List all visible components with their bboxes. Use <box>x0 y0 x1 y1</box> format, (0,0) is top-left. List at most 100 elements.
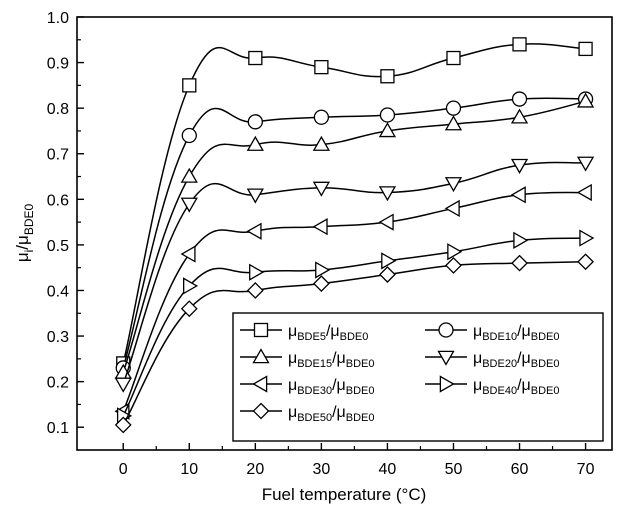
data-point <box>312 135 331 151</box>
series-line <box>122 191 586 412</box>
data-point <box>248 50 263 66</box>
data-point <box>246 222 262 240</box>
legend-box <box>232 312 604 442</box>
legend-item-bde10: μBDE10/μBDE0 <box>425 322 560 343</box>
data-point <box>444 199 460 218</box>
data-point <box>577 253 594 271</box>
data-point <box>578 41 593 57</box>
x-tick-label: 60 <box>511 461 529 478</box>
data-point <box>378 186 397 202</box>
data-point <box>182 78 197 93</box>
y-tick-label: 0.5 <box>47 238 69 255</box>
data-point <box>253 322 269 338</box>
y-tick-label: 0.3 <box>47 329 69 346</box>
legend-label: μBDE30/μBDE0 <box>288 377 375 397</box>
data-point <box>378 213 394 231</box>
data-point <box>315 261 331 279</box>
y-tick-label: 1.0 <box>47 10 69 27</box>
data-point <box>180 197 198 213</box>
legend-label: μBDE50/μBDE0 <box>288 404 375 424</box>
legend-label: μBDE5/μBDE0 <box>288 323 368 343</box>
data-point <box>312 275 330 293</box>
data-point <box>511 91 528 107</box>
data-point <box>444 115 463 131</box>
data-point <box>114 377 132 393</box>
data-point <box>445 256 462 274</box>
series-bde50 <box>114 253 594 434</box>
data-point <box>380 69 395 84</box>
x-tick-label: 70 <box>577 461 595 478</box>
data-point <box>379 266 396 283</box>
x-tick-label: 0 <box>119 461 128 478</box>
data-point <box>249 263 265 281</box>
y-axis: 0.1 0.2 0.3 0.4 0.5 0.6 0.7 0.8 0.9 1.0 <box>47 10 84 437</box>
legend-label: μBDE20/μBDE0 <box>473 350 560 370</box>
data-point <box>246 135 264 151</box>
x-axis-title: Fuel temperature (°C) <box>262 485 427 504</box>
data-point <box>314 59 329 75</box>
data-point <box>439 375 455 393</box>
data-point <box>576 92 595 108</box>
series-layer <box>114 37 595 434</box>
data-point <box>576 183 592 202</box>
data-point <box>252 348 270 364</box>
data-point <box>511 254 528 272</box>
legend: μBDE5/μBDE0 μBDE10/μBDE0 μBDE15/μBDE0 μBDE2… <box>232 312 604 442</box>
data-point <box>181 127 197 144</box>
data-point <box>379 107 396 123</box>
data-point <box>313 109 330 125</box>
data-point <box>438 322 454 338</box>
x-tick-label: 40 <box>379 461 397 478</box>
data-point <box>447 243 463 261</box>
legend-item-bde30: μBDE30/μBDE0 <box>240 375 375 397</box>
y-tick-label: 0.9 <box>47 56 69 73</box>
legend-label: μBDE15/μBDE0 <box>288 350 375 370</box>
data-point <box>510 158 529 174</box>
plot-frame <box>76 16 613 451</box>
series-bde40 <box>116 229 595 425</box>
y-tick-label: 0.8 <box>47 101 69 118</box>
data-point <box>180 300 198 318</box>
data-point <box>246 282 264 299</box>
data-point <box>180 167 198 183</box>
data-point <box>512 37 527 52</box>
data-point <box>247 114 263 130</box>
series-bde30 <box>114 183 592 420</box>
legend-item-bde40: μBDE40/μBDE0 <box>425 375 560 397</box>
data-point <box>510 186 526 204</box>
data-point <box>579 229 595 247</box>
data-point <box>444 177 463 193</box>
x-tick-label: 10 <box>180 461 198 478</box>
legend-label: μBDE40/μBDE0 <box>473 377 560 397</box>
y-tick-label: 0.6 <box>47 192 69 209</box>
y-tick-label: 0.1 <box>47 420 69 437</box>
data-point <box>114 416 132 434</box>
data-point <box>513 231 529 249</box>
x-tick-label: 50 <box>445 461 463 478</box>
data-point <box>446 50 461 66</box>
y-tick-label: 0.7 <box>47 147 69 164</box>
legend-item-bde15: μBDE15/μBDE0 <box>240 348 375 370</box>
data-point <box>378 122 397 138</box>
y-tick-label: 0.4 <box>47 283 69 300</box>
series-line <box>122 161 586 385</box>
x-tick-label: 30 <box>312 461 330 478</box>
x-axis: 0 10 20 30 40 50 60 70 <box>119 443 595 478</box>
data-point <box>246 188 264 204</box>
y-tick-label: 0.2 <box>47 375 69 392</box>
y-axis-title: μi/μBDE0 <box>13 204 36 263</box>
data-point <box>252 375 268 393</box>
data-point <box>183 277 199 295</box>
data-point <box>312 181 331 197</box>
data-point <box>510 108 529 124</box>
legend-item-bde20: μBDE20/μBDE0 <box>425 350 560 370</box>
legend-label: μBDE10/μBDE0 <box>473 323 560 343</box>
data-point <box>437 350 455 366</box>
data-point <box>312 218 328 236</box>
legend-item-bde50: μBDE50/μBDE0 <box>240 402 375 424</box>
data-point <box>252 402 270 420</box>
data-point <box>445 100 462 116</box>
legend-item-bde5: μBDE5/μBDE0 <box>240 322 368 343</box>
data-point <box>576 156 595 172</box>
